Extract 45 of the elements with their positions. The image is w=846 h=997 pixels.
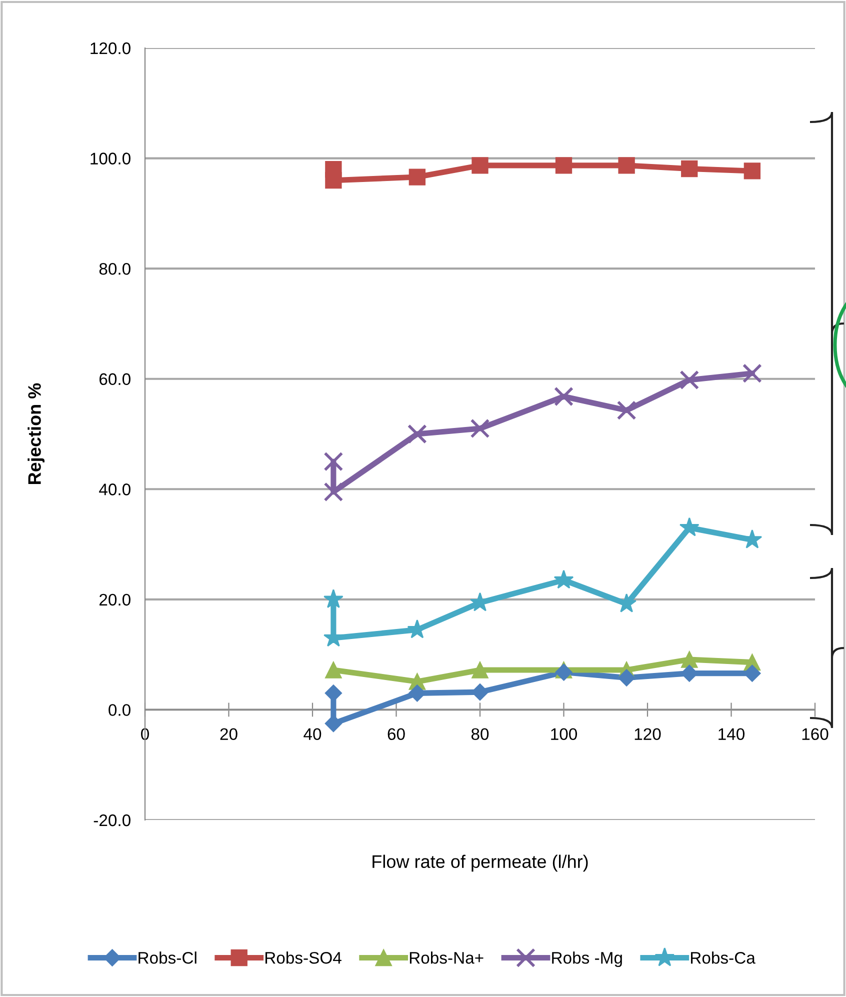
- y-tick-label: 80.0: [99, 262, 130, 275]
- point: [680, 370, 700, 390]
- point: [616, 400, 636, 420]
- y-axis-title: Rejection %: [28, 383, 44, 484]
- point: [472, 662, 488, 678]
- point: [554, 570, 574, 589]
- point: [618, 669, 636, 686]
- point: [407, 424, 427, 444]
- y-tick-label: 100.0: [90, 152, 130, 164]
- point: [744, 162, 761, 180]
- y-tick-label: -20.0: [94, 814, 130, 826]
- x-tick-label: 40: [304, 728, 322, 740]
- x-tick-label: 80: [471, 728, 489, 740]
- point: [470, 418, 490, 438]
- x-tick-label: 140: [718, 728, 745, 740]
- legend-label: Robs -Mg: [552, 952, 622, 968]
- point: [618, 157, 635, 174]
- x-tick-label: 120: [634, 728, 661, 740]
- x-tick-label: 160: [802, 728, 828, 740]
- y-tick-label: 20.0: [100, 594, 130, 606]
- x-axis-title: Flow rate of permeate (l/hr): [372, 854, 588, 872]
- legend-label: Robs-SO4: [265, 952, 342, 964]
- x-tick-label: 20: [220, 728, 238, 740]
- point: [554, 386, 574, 406]
- x-tick-label: 60: [388, 728, 405, 740]
- point: [324, 482, 344, 502]
- legend-label: Robs-Ca: [691, 952, 756, 964]
- point: [679, 517, 700, 536]
- point: [323, 589, 344, 608]
- y-tick-label: 60.0: [100, 373, 130, 386]
- point: [325, 662, 342, 678]
- y-tick-label: 120.0: [90, 42, 130, 54]
- point: [555, 157, 572, 174]
- y-tick-label: 0.0: [108, 704, 130, 716]
- x-tick-label: 100: [551, 728, 578, 740]
- point: [472, 157, 488, 174]
- point: [408, 168, 426, 186]
- legend-label: Robs-Na+: [410, 952, 484, 964]
- legend-label: Robs-Cl: [138, 952, 196, 964]
- point: [681, 160, 698, 178]
- point: [742, 364, 762, 384]
- point: [324, 452, 344, 472]
- point: [325, 172, 342, 189]
- y-tick-label: 40.0: [99, 484, 130, 496]
- point: [681, 651, 698, 668]
